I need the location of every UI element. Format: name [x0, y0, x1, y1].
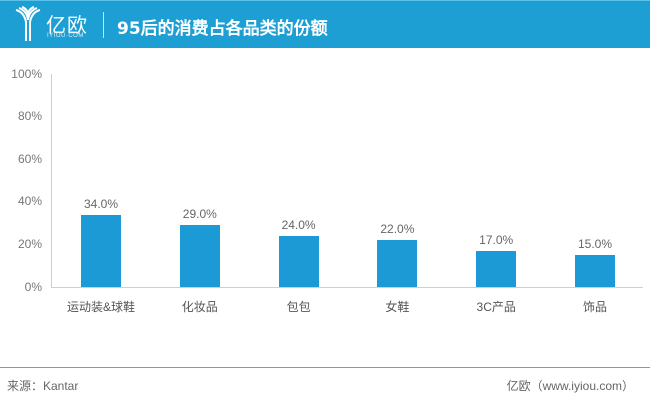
y-tick: 40%: [17, 194, 42, 208]
category-label: 运动装&球鞋: [66, 300, 135, 314]
source-note: 来源：Kantar: [7, 379, 79, 393]
iyiou-logo: 亿欧 IYIOU·COM: [14, 6, 94, 44]
iyiou-logo-icon: [15, 6, 41, 41]
y-tick: 20%: [17, 237, 42, 251]
category-label: 包包: [286, 300, 311, 314]
value-label: 29.0%: [182, 207, 217, 222]
logo-subtext: IYIOU·COM: [47, 33, 84, 39]
x-axis: [51, 287, 643, 288]
bar: [179, 225, 220, 287]
bar: [575, 255, 615, 287]
category-label: 女鞋: [385, 300, 410, 314]
category-label: 饰品: [582, 300, 607, 314]
bar: [81, 214, 121, 287]
value-label: 17.0%: [479, 232, 514, 247]
header-divider: [103, 12, 104, 38]
chart-title: 95后的消费占各品类的份额: [117, 19, 328, 39]
category-label: 化妆品: [181, 300, 218, 314]
credit-note: 亿欧（www.iyiou.com）: [506, 379, 634, 393]
y-tick: 80%: [17, 109, 42, 123]
header-banner: 亿欧 IYIOU·COM 95后的消费占各品类的份额: [0, 0, 650, 48]
value-label: 22.0%: [380, 222, 415, 237]
logo-text: 亿欧: [46, 15, 88, 37]
bar: [377, 240, 418, 287]
y-tick: 0%: [24, 280, 42, 294]
y-tick: 60%: [17, 152, 42, 166]
bar: [278, 235, 319, 287]
y-axis: [51, 74, 52, 287]
bar: [476, 250, 517, 287]
value-label: 15.0%: [577, 237, 613, 252]
bar-chart: 100% 80% 60% 40% 20% 0% 34.0% 29.0% 24.0…: [11, 67, 643, 314]
value-label: 24.0%: [281, 217, 316, 232]
value-label: 34.0%: [83, 196, 119, 211]
y-tick: 100%: [11, 67, 42, 81]
footer-divider: [0, 367, 650, 368]
category-label: 3C产品: [476, 300, 516, 314]
